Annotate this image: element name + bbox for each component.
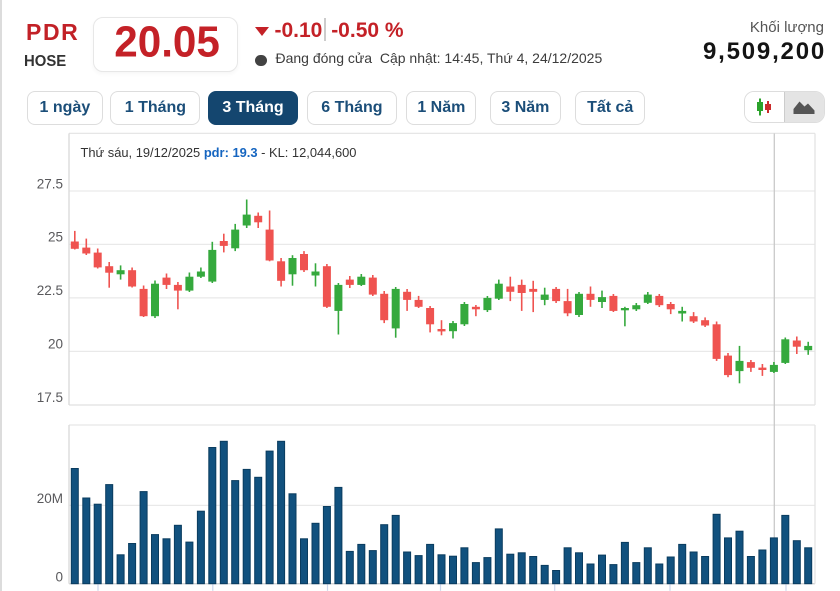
svg-text:Thứ sáu, 19/12/2025 pdr: 19.3: Thứ sáu, 19/12/2025 pdr: 19.3 - KL: 12,0… (81, 145, 357, 160)
svg-text:0: 0 (55, 570, 63, 585)
svg-text:27.5: 27.5 (37, 176, 63, 191)
svg-text:17.5: 17.5 (37, 390, 63, 405)
svg-text:20M: 20M (37, 491, 63, 506)
svg-text:20: 20 (48, 337, 63, 352)
svg-text:22.5: 22.5 (37, 283, 63, 298)
svg-text:25: 25 (48, 230, 63, 245)
